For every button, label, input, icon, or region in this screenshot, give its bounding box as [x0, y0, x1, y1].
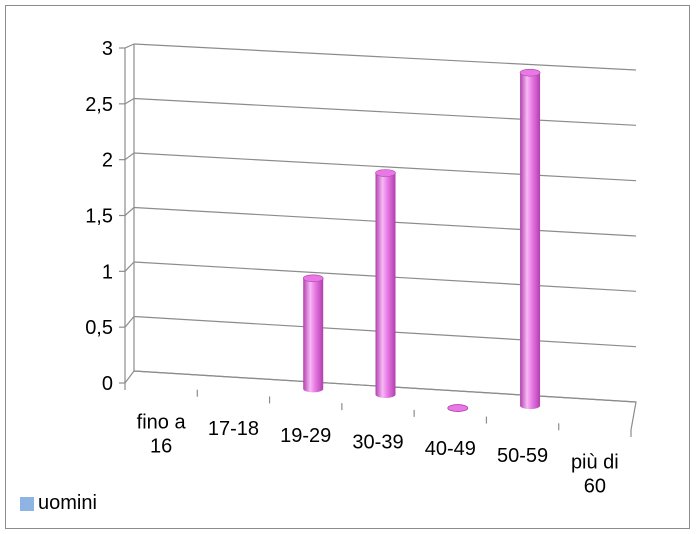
x-tick-label-4: 40-49 [425, 438, 476, 460]
side-gridline-1 [124, 316, 135, 328]
bar-top-5 [519, 68, 541, 77]
y-tick-label-4: 2 [102, 150, 113, 172]
x-tick-label-3: 30-39 [352, 432, 403, 454]
legend-swatch [20, 496, 34, 511]
plot-area: 0 0,5 1 1,5 2 2,5 3 fino a 16 17-18 19-29 30-39 40-4… [85, 38, 637, 498]
gridline-6 [133, 43, 637, 71]
bar-5 [520, 72, 541, 410]
legend-label: uomini [38, 492, 97, 514]
gridline-4 [133, 152, 637, 182]
side-gridline-2 [124, 261, 135, 272]
bar-2 [303, 278, 324, 393]
x-tick-label-0: fino a 16 [137, 411, 187, 457]
legend: uomini [20, 492, 97, 515]
y-tick-label-5: 2,5 [85, 94, 113, 116]
x-tick-label-1: 17-18 [208, 418, 259, 440]
x-tick-label-2: 19-29 [280, 425, 331, 447]
side-gridline-3 [124, 207, 135, 216]
y-tick-label-0: 0 [102, 373, 113, 395]
side-gridline-6 [124, 43, 135, 49]
bar-top-2 [302, 274, 324, 283]
side-gridline-4 [124, 152, 135, 161]
x-tick-label-5: 50-59 [497, 445, 548, 467]
chart-frame: 0 0,5 1 1,5 2 2,5 3 fino a 16 17-18 19-29 30-39 40-4… [5, 5, 690, 529]
y-tick-label-2: 1 [102, 261, 113, 283]
side-gridline-5 [124, 97, 135, 105]
bar-top-3 [375, 169, 396, 177]
bar-3 [375, 173, 396, 399]
x-tick-label-6: più di 60 [571, 452, 619, 498]
y-tick-label-6: 3 [102, 38, 113, 60]
y-tick-label-3: 1,5 [85, 206, 113, 228]
bar-4 [447, 404, 469, 412]
gridline-5 [133, 97, 637, 126]
y-tick-label-1: 0,5 [85, 317, 113, 339]
